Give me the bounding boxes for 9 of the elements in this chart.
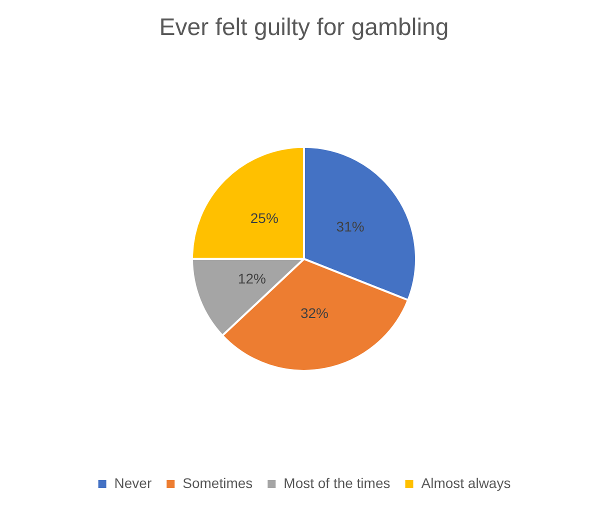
chart-title: Ever felt guilty for gambling [159, 14, 449, 42]
legend-label: Almost always [421, 474, 511, 491]
legend-label: Sometimes [182, 474, 253, 491]
legend-label: Most of the times [284, 474, 390, 491]
data-label: 31% [336, 218, 364, 234]
data-label: 25% [250, 210, 278, 226]
data-label: 32% [300, 304, 329, 321]
data-label: 12% [238, 270, 266, 286]
legend-label: Never [114, 474, 152, 491]
